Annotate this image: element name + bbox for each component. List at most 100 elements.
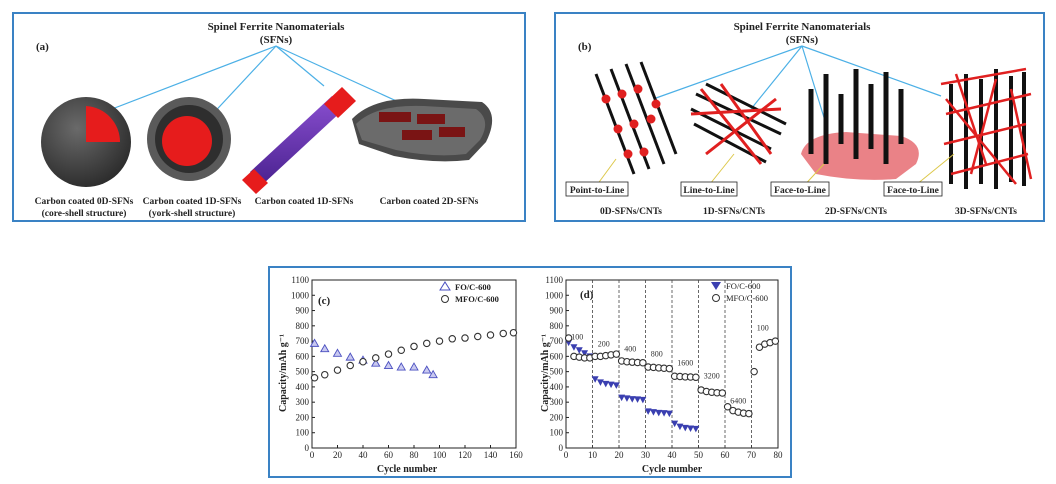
cnt-2d bbox=[801, 69, 919, 180]
caption-0d-cnt: 0D-SFNs/CNTs bbox=[600, 207, 662, 217]
contact-box-face-to-line-3d: Face-to-Line bbox=[883, 181, 943, 197]
nanosheet bbox=[352, 98, 493, 162]
chart-c-point-s1 bbox=[461, 334, 469, 342]
chart-d-point-s1 bbox=[771, 337, 780, 345]
panel-a-diagram: (a) Spinel Ferrite Nanomaterials (SFNs) bbox=[35, 21, 493, 219]
caption-0d-line2: (core-shell structure) bbox=[42, 208, 127, 219]
chart-d-point-s0 bbox=[660, 410, 668, 417]
chart-d-point-s0 bbox=[676, 423, 684, 431]
chart-d-point-s0 bbox=[596, 379, 604, 386]
chart-d-xtick-label: 30 bbox=[641, 450, 651, 460]
chart-d-xtick-label: 50 bbox=[694, 450, 704, 460]
yolk-shell-sphere bbox=[147, 97, 231, 181]
chart-d-point-s0 bbox=[681, 424, 689, 432]
chart-d-ytick-label: 1100 bbox=[545, 275, 563, 285]
panel-a-letter: (a) bbox=[36, 41, 49, 53]
chart-d-rate-label: 400 bbox=[624, 344, 636, 353]
chart-c-point-s1 bbox=[474, 332, 482, 341]
chart-d-point-s0 bbox=[639, 396, 647, 404]
chart-c-point-s0 bbox=[309, 338, 320, 347]
chart-c-point-s1 bbox=[486, 331, 495, 339]
chart-d-point-s1 bbox=[612, 350, 621, 358]
chart-c-point-s1 bbox=[499, 329, 508, 338]
chart-d-point-s1 bbox=[750, 367, 758, 376]
chart-d-xlabel: Cycle number bbox=[642, 464, 703, 475]
chart-c-ytick-label: 700 bbox=[296, 336, 310, 346]
chart-c-point-s1 bbox=[435, 337, 444, 345]
caption-3d-cnt: 3D-SFNs/CNTs bbox=[955, 207, 1017, 217]
chart-d-point-s1 bbox=[718, 389, 727, 397]
chart-d-rate-label: 100 bbox=[757, 323, 769, 332]
chart-d-ytick-label: 300 bbox=[550, 397, 564, 407]
chart-d-rate-label: 100 bbox=[571, 333, 583, 342]
panel-cd: (c) Capacity/mAh g⁻¹ Cycle number FO/C-6… bbox=[268, 266, 792, 478]
chart-d-point-s0 bbox=[671, 420, 679, 428]
chart-d-xtick-label: 0 bbox=[564, 450, 569, 460]
chart-d-point-s1 bbox=[745, 409, 753, 418]
chart-c-point-s0 bbox=[332, 348, 343, 357]
caption-2d-cnt: 2D-SFNs/CNTs bbox=[825, 207, 887, 217]
chart-d-xtick-label: 20 bbox=[615, 450, 625, 460]
chart-d-rate-label: 1600 bbox=[677, 359, 693, 368]
chart-d-point-s1 bbox=[723, 403, 732, 411]
chart-d-point-s0 bbox=[618, 394, 626, 402]
pointer-lines-b bbox=[655, 45, 942, 125]
panel-b-subtitle: (SFNs) bbox=[786, 34, 819, 46]
cnt-1d bbox=[690, 82, 787, 165]
svg-text:FO/C-600: FO/C-600 bbox=[455, 282, 491, 292]
panel-b-title: Spinel Ferrite Nanomaterials bbox=[734, 21, 872, 33]
chart-d-xtick-label: 60 bbox=[721, 450, 731, 460]
chart-c-point-s1 bbox=[346, 361, 355, 370]
chart-c-point-s1 bbox=[310, 373, 319, 382]
chart-d-point-s0 bbox=[602, 380, 610, 388]
cnt-0d bbox=[594, 61, 678, 175]
chart-d-ytick-label: 400 bbox=[550, 382, 564, 392]
chart-c-point-s1 bbox=[333, 366, 342, 374]
chart-c-ytick-label: 0 bbox=[305, 443, 310, 453]
chart-d: (d) Capacity/mAh g⁻¹ Cycle number FO/C-6… bbox=[540, 275, 783, 475]
chart-c-xtick-label: 100 bbox=[433, 450, 447, 460]
caption-1d-yolk-line2: (york-shell structure) bbox=[149, 208, 236, 219]
chart-c-point-s1 bbox=[410, 342, 418, 351]
chart-c-ytick-label: 600 bbox=[296, 351, 310, 361]
chart-d-point-s0 bbox=[644, 408, 652, 415]
chart-d-point-s1 bbox=[564, 334, 573, 342]
chart-d-point-s0 bbox=[655, 409, 663, 417]
chart-c-point-s1 bbox=[372, 354, 380, 362]
chart-d-rate-label: 800 bbox=[651, 349, 663, 358]
chart-d-point-s0 bbox=[634, 396, 642, 403]
chart-d-ytick-label: 700 bbox=[550, 336, 564, 346]
chart-c-ylabel: Capacity/mAh g⁻¹ bbox=[278, 334, 289, 412]
chart-c-point-s0 bbox=[421, 365, 432, 374]
chart-c-xlabel: Cycle number bbox=[377, 464, 438, 475]
chart-d-ytick-label: 200 bbox=[550, 412, 564, 422]
panel-b: (b) Spinel Ferrite Nanomaterials (SFNs) bbox=[554, 12, 1045, 222]
caption-0d-line1: Carbon coated 0D-SFNs bbox=[35, 197, 134, 207]
chart-c-xtick-label: 140 bbox=[484, 450, 498, 460]
chart-c-letter: (c) bbox=[318, 295, 331, 307]
chart-c-point-s0 bbox=[345, 352, 356, 361]
chart-d-point-s1 bbox=[692, 373, 700, 382]
chart-d-point-s0 bbox=[570, 344, 578, 351]
chart-d-point-s1 bbox=[639, 359, 647, 367]
svg-text:Line-to-Line: Line-to-Line bbox=[683, 186, 734, 196]
chart-d-rate-label: 200 bbox=[598, 339, 610, 348]
chart-d-letter: (d) bbox=[580, 289, 594, 301]
chart-d-point-s0 bbox=[649, 409, 657, 416]
chart-c-ytick-label: 400 bbox=[296, 382, 310, 392]
panel-a: (a) Spinel Ferrite Nanomaterials (SFNs) bbox=[12, 12, 526, 222]
chart-c-point-s0 bbox=[319, 343, 330, 353]
svg-text:Point-to-Line: Point-to-Line bbox=[570, 186, 624, 196]
chart-d-point-s0 bbox=[628, 396, 636, 403]
chart-d-ylabel: Capacity/mAh g⁻¹ bbox=[540, 334, 551, 412]
chart-d-rate-label: 6400 bbox=[730, 397, 746, 406]
chart-d-ytick-label: 1000 bbox=[545, 290, 564, 300]
chart-c-legend: FO/C-600 MFO/C-600 bbox=[439, 281, 499, 304]
chart-d-point-s0 bbox=[591, 376, 599, 383]
chart-c-point-s0 bbox=[370, 358, 381, 367]
svg-text:Face-to-Line: Face-to-Line bbox=[774, 186, 826, 196]
chart-d-xtick-label: 70 bbox=[747, 450, 757, 460]
chart-c-xtick-label: 20 bbox=[333, 450, 343, 460]
chart-d-ytick-label: 0 bbox=[559, 443, 564, 453]
caption-1d-rod: Carbon coated 1D-SFNs bbox=[255, 197, 354, 207]
